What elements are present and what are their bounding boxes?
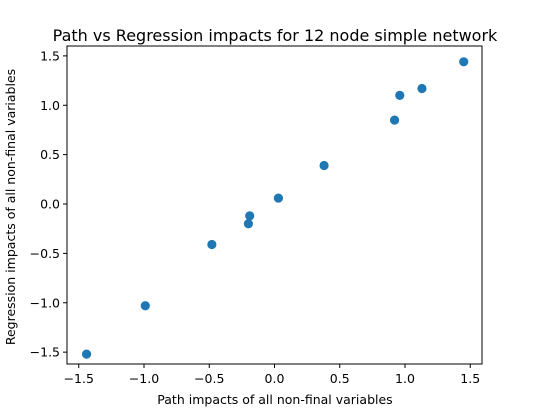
x-tick-label: 1.0 xyxy=(395,371,415,386)
y-tick-label: 0.0 xyxy=(40,197,60,212)
data-point xyxy=(273,193,284,203)
x-axis-ticks: −1.5 −1.0 −0.5 0.0 0.5 1.0 1.5 xyxy=(64,364,480,386)
data-point xyxy=(245,211,255,221)
y-tick-label: −1.0 xyxy=(30,295,60,310)
x-tick-label: −1.0 xyxy=(129,371,159,386)
data-point xyxy=(395,90,405,100)
data-point xyxy=(417,83,427,94)
x-tick-label: −1.5 xyxy=(64,371,94,386)
plot-frame xyxy=(66,45,483,365)
y-tick-label: −1.5 xyxy=(30,345,60,360)
y-axis-ticks: −1.5 −1.0 −0.5 0.0 0.5 1.0 1.5 xyxy=(30,48,67,360)
x-tick-label: 1.5 xyxy=(460,371,480,386)
data-points xyxy=(81,57,469,359)
data-point xyxy=(389,115,400,125)
data-point xyxy=(243,219,253,229)
chart-title: Path vs Regression impacts for 12 node s… xyxy=(53,26,498,45)
x-tick-label: 0.5 xyxy=(330,371,350,386)
y-tick-label: 1.5 xyxy=(40,48,60,63)
y-tick-label: 1.0 xyxy=(40,98,60,113)
x-tick-label: −0.5 xyxy=(194,371,224,386)
data-point xyxy=(319,160,329,171)
x-axis-label: Path impacts of all non-final variables xyxy=(157,392,392,407)
y-tick-label: −0.5 xyxy=(30,246,60,261)
x-tick-label: 0.0 xyxy=(265,371,285,386)
y-axis-label: Regression impacts of all non-final vari… xyxy=(3,69,18,345)
data-point xyxy=(140,301,150,311)
data-point xyxy=(459,57,469,67)
data-point xyxy=(81,349,92,359)
y-tick-label: 0.5 xyxy=(40,147,60,162)
data-point xyxy=(207,239,217,250)
